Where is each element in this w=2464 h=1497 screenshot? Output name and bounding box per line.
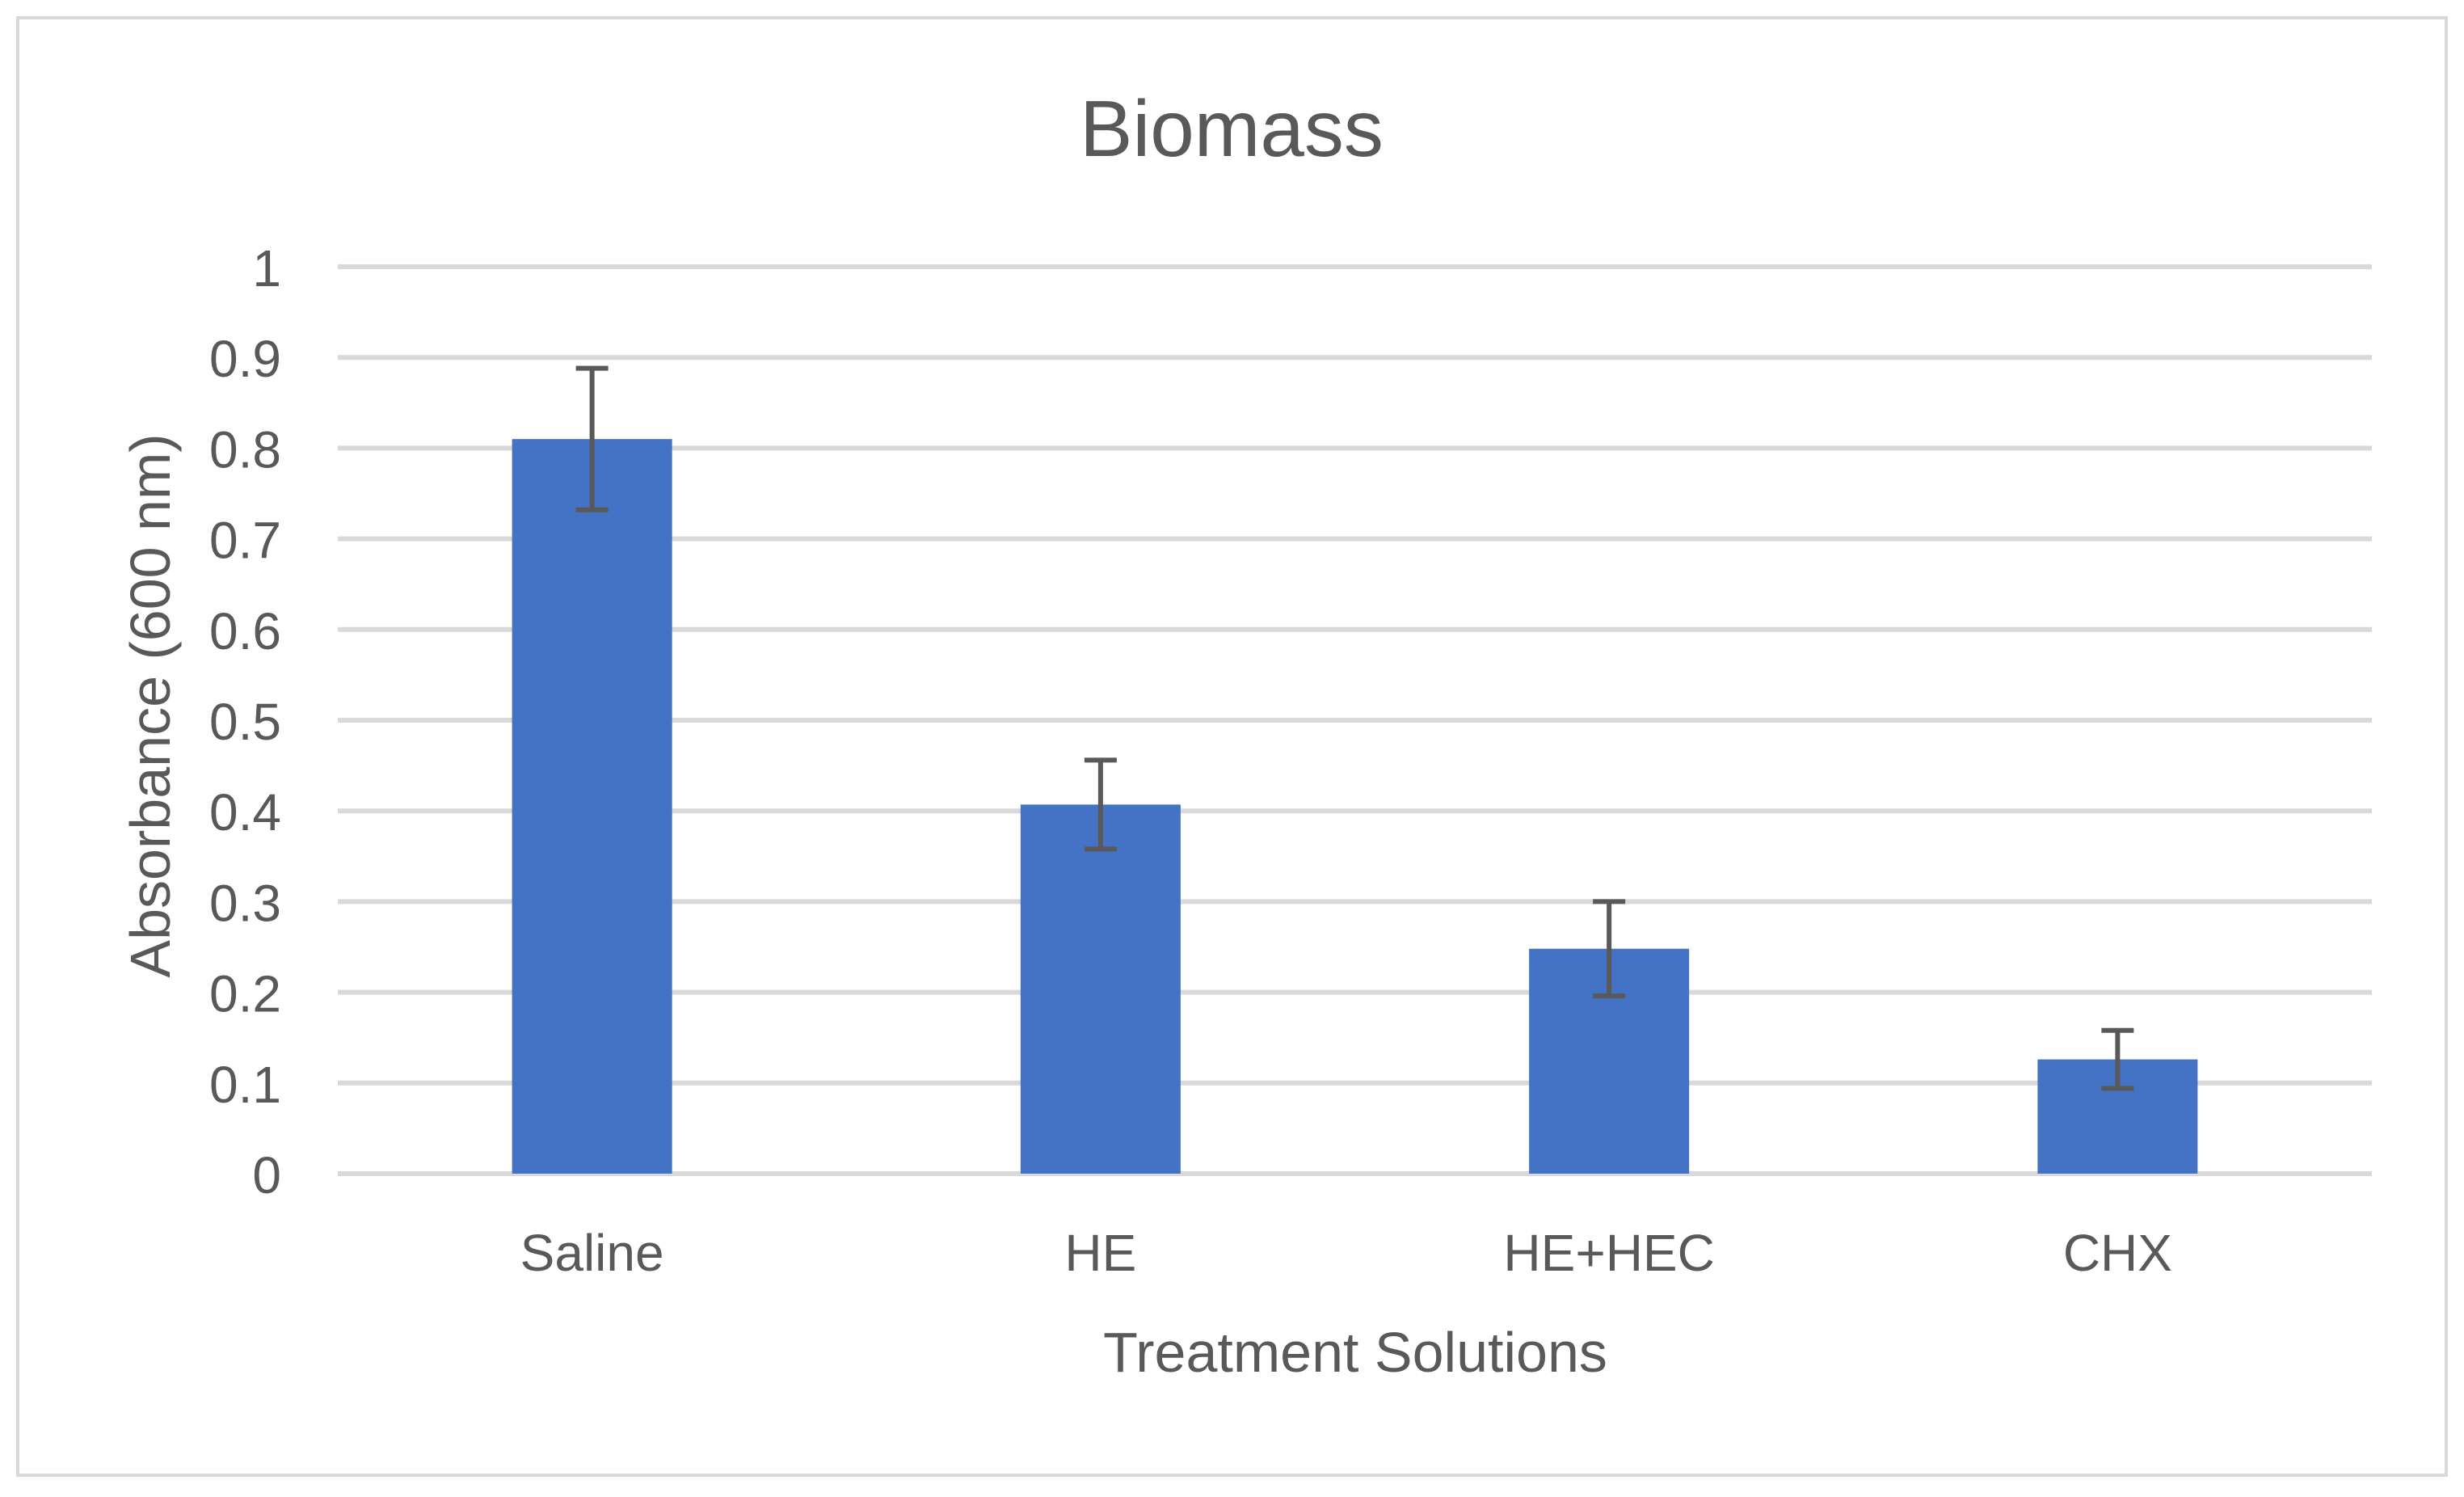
y-tick-label: 0.1 <box>209 1056 281 1114</box>
x-axis-tick-labels: Saline HE HE+HEC CHX <box>520 1224 2172 1282</box>
error-bar <box>2101 1027 2134 1091</box>
x-axis-title: Treatment Solutions <box>1103 1321 1607 1384</box>
y-tick-label: 0 <box>252 1146 281 1204</box>
x-tick-label: CHX <box>2063 1224 2172 1282</box>
y-tick-label: 0.2 <box>209 965 281 1023</box>
gridlines <box>338 264 2372 1176</box>
error-bar <box>1084 757 1117 852</box>
y-axis-title: Absorbance (600 nm) <box>119 433 182 977</box>
chart-border <box>16 16 2448 1477</box>
bar <box>512 439 672 1174</box>
chart-title: Biomass <box>1080 84 1384 173</box>
y-tick-label: 1 <box>252 239 281 297</box>
error-bar <box>575 365 609 512</box>
x-tick-label: HE <box>1064 1224 1136 1282</box>
x-tick-label: HE+HEC <box>1503 1224 1714 1282</box>
error-bars <box>575 365 2134 1091</box>
y-tick-label: 0.9 <box>209 330 281 388</box>
error-bar <box>1593 899 1626 999</box>
y-tick-label: 0.8 <box>209 420 281 479</box>
y-tick-label: 0.5 <box>209 693 281 751</box>
bar <box>1020 804 1181 1174</box>
y-axis-tick-labels: 0 0.1 0.2 0.3 0.4 0.5 0.6 0.7 0.8 0.9 1 <box>209 239 281 1204</box>
y-tick-label: 0.3 <box>209 874 281 932</box>
y-tick-label: 0.4 <box>209 783 281 841</box>
y-tick-label: 0.6 <box>209 602 281 660</box>
x-tick-label: Saline <box>520 1224 664 1282</box>
bars <box>512 439 2198 1174</box>
y-tick-label: 0.7 <box>209 512 281 570</box>
